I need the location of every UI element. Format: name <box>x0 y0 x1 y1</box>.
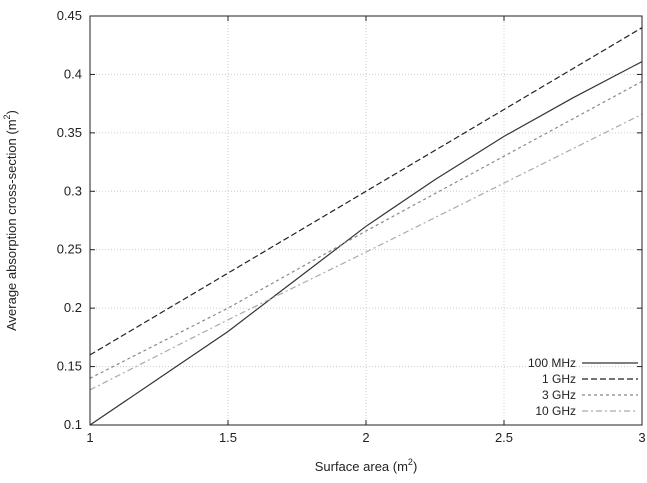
y-tick-label: 0.4 <box>64 66 82 81</box>
x-tick-label: 3 <box>638 430 645 445</box>
x-axis-title-sup: 2 <box>408 457 413 467</box>
y-tick-label: 0.45 <box>57 8 82 23</box>
legend-label: 3 GHz <box>542 388 576 402</box>
y-axis-title-sup: 2 <box>2 114 12 119</box>
x-axis-title-main: Surface area (m <box>315 459 408 474</box>
series-layer <box>89 27 643 426</box>
legend: 100 MHz 1 GHz 3 GHz 10 GHz <box>528 356 638 418</box>
legend-label: 10 GHz <box>535 404 576 418</box>
y-axis-title: Average absorption cross-section (m2) <box>2 110 19 331</box>
x-tick-label: 1.5 <box>219 430 237 445</box>
y-tick-label: 0.3 <box>64 183 82 198</box>
legend-label: 100 MHz <box>528 356 576 370</box>
x-axis-title: Surface area (m2) <box>315 457 418 474</box>
x-axis-title-tail: ) <box>413 459 417 474</box>
y-axis-title-main: Average absorption cross-section (m <box>4 119 19 330</box>
y-tick-label: 0.35 <box>57 125 82 140</box>
x-tick-label: 2.5 <box>495 430 513 445</box>
ticks: 1 1.5 2 2.5 3 0.1 0.15 0.2 0.25 0.3 0.35 0.4 0.45 <box>57 8 646 445</box>
series-line-3-ghz <box>89 80 643 379</box>
x-tick-label: 1 <box>86 430 93 445</box>
legend-label: 1 GHz <box>542 372 576 386</box>
y-tick-label: 0.2 <box>64 300 82 315</box>
y-tick-label: 0.1 <box>64 417 82 432</box>
y-tick-label: 0.15 <box>57 359 82 374</box>
series-line-100-mhz <box>89 61 643 426</box>
x-tick-label: 2 <box>362 430 369 445</box>
y-axis-title-tail: ) <box>4 110 19 114</box>
y-tick-label: 0.25 <box>57 242 82 257</box>
series-line-1-ghz <box>89 27 643 356</box>
series-line-10-ghz <box>89 113 643 391</box>
